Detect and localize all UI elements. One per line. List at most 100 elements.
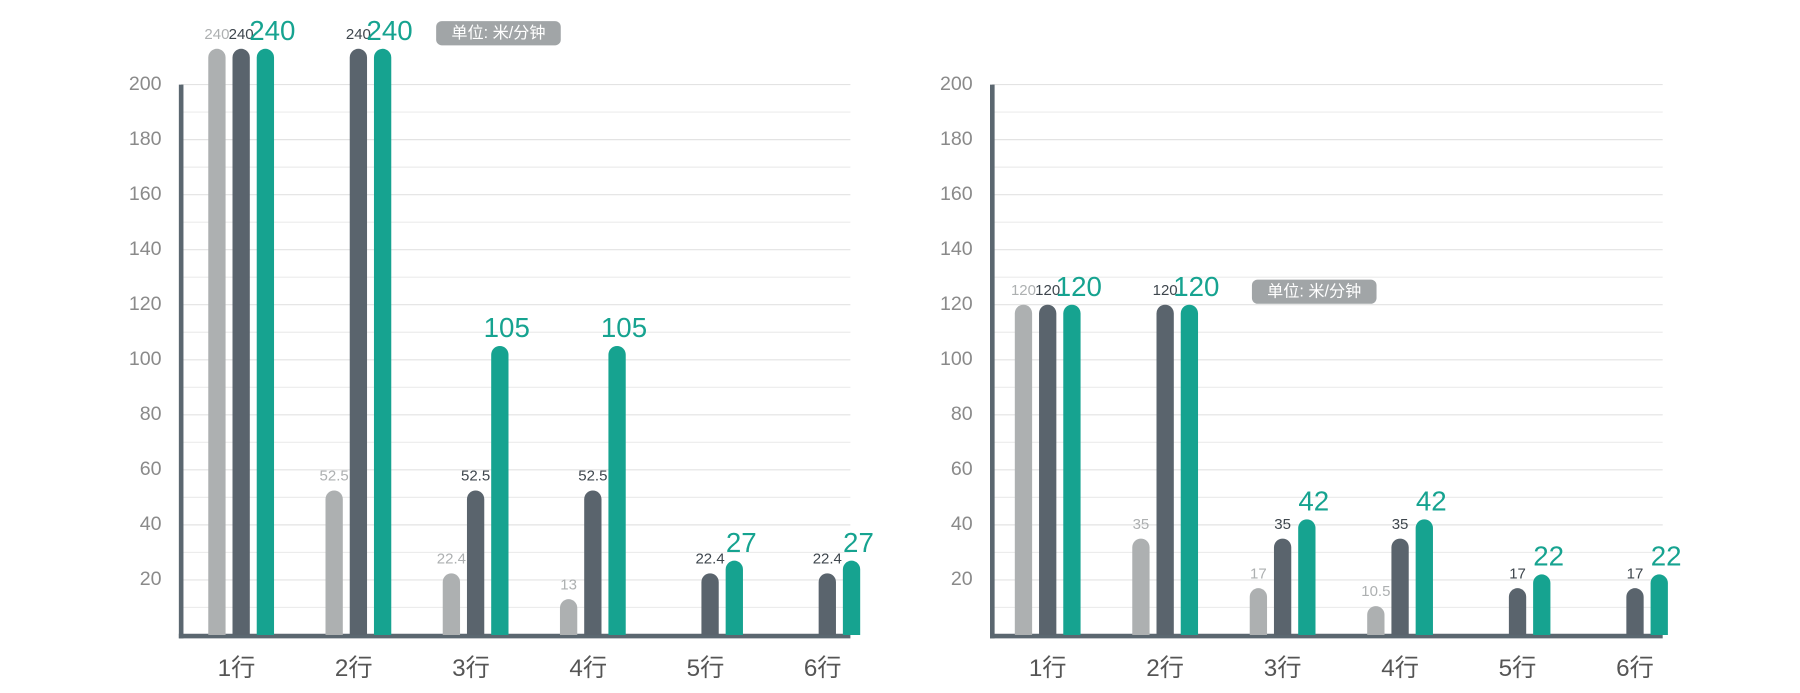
x-tick-label: 3行 (452, 655, 490, 682)
value-label: 17 (1509, 565, 1526, 582)
bar (1415, 519, 1433, 635)
bar (256, 48, 275, 635)
x-tick-label: 2行 (1146, 655, 1184, 682)
value-label: 120 (1173, 271, 1219, 302)
value-label: 35 (1392, 516, 1409, 533)
bar (491, 346, 509, 635)
bar (1650, 574, 1668, 635)
bar (1391, 538, 1409, 635)
y-tick-label: 160 (129, 183, 162, 205)
bar (208, 48, 226, 635)
y-tick-label: 60 (140, 458, 162, 480)
value-label: 42 (1416, 486, 1447, 517)
value-label: 52.5 (320, 468, 349, 485)
value-label: 120 (1011, 282, 1036, 299)
bar (442, 573, 461, 635)
value-label: 240 (346, 26, 371, 43)
bar (325, 490, 343, 635)
x-tick-label: 4行 (569, 655, 607, 682)
value-label: 42 (1298, 486, 1329, 517)
bar (349, 48, 368, 635)
x-tick-label: 2行 (335, 655, 373, 682)
value-label: 17 (1627, 565, 1644, 582)
value-label: 240 (366, 15, 412, 46)
bar (1063, 304, 1081, 635)
bar (1156, 304, 1174, 635)
x-tick-label: 3行 (1264, 655, 1302, 682)
unit-badge (436, 21, 561, 46)
bar (1626, 588, 1644, 635)
value-label: 13 (560, 576, 577, 593)
value-label: 22.4 (695, 550, 724, 567)
unit-badge (1251, 279, 1377, 304)
y-tick-label: 140 (129, 238, 162, 260)
value-label: 22 (1651, 541, 1682, 572)
y-tick-label: 60 (951, 458, 973, 480)
x-tick-label: 5行 (687, 655, 725, 682)
bar (232, 48, 250, 635)
bar (1298, 519, 1316, 635)
value-label: 105 (601, 312, 647, 343)
y-tick-label: 20 (140, 568, 162, 590)
value-label: 52.5 (461, 468, 490, 485)
value-label: 17 (1250, 565, 1267, 582)
bar (1533, 574, 1551, 635)
bar (1367, 606, 1385, 635)
bar (1508, 588, 1527, 635)
bar (1180, 304, 1199, 635)
bar (584, 490, 602, 635)
value-label: 22.4 (813, 550, 842, 567)
x-tick-label: 1行 (1029, 655, 1067, 682)
value-label: 35 (1274, 516, 1291, 533)
y-tick-label: 200 (940, 73, 973, 95)
value-label: 240 (229, 26, 254, 43)
value-label: 120 (1056, 271, 1102, 302)
value-label: 22 (1533, 541, 1564, 572)
bar (818, 573, 836, 635)
y-tick-label: 180 (129, 128, 162, 150)
unit-annotation: 单位: 米/分钟 (1267, 283, 1361, 301)
y-tick-label: 100 (940, 348, 973, 370)
x-tick-label: 1行 (218, 655, 256, 682)
bar (373, 48, 392, 635)
y-tick-label: 180 (940, 128, 973, 150)
y-tick-label: 40 (951, 513, 973, 535)
bar (1039, 304, 1057, 635)
bar (842, 560, 861, 635)
bar (608, 346, 626, 635)
value-label: 120 (1153, 282, 1178, 299)
y-tick-label: 140 (940, 238, 973, 260)
value-label: 27 (726, 527, 757, 558)
bar (701, 573, 719, 635)
y-tick-label: 80 (951, 403, 973, 425)
x-tick-label: 5行 (1499, 655, 1537, 682)
y-tick-label: 80 (140, 403, 162, 425)
value-label: 52.5 (578, 468, 607, 485)
bar (466, 490, 485, 635)
x-tick-label: 4行 (1381, 655, 1419, 682)
y-tick-label: 100 (129, 348, 162, 370)
value-label: 120 (1035, 282, 1060, 299)
value-label: 27 (843, 527, 874, 558)
x-tick-label: 6行 (804, 655, 842, 682)
bar (1273, 538, 1292, 635)
x-tick-label: 6行 (1616, 655, 1654, 682)
y-tick-label: 20 (951, 568, 973, 590)
value-label: 35 (1133, 516, 1150, 533)
value-label: 240 (204, 26, 229, 43)
value-label: 105 (484, 312, 530, 343)
value-label: 22.4 (437, 550, 466, 567)
bar (559, 599, 578, 635)
value-label: 240 (249, 15, 295, 46)
y-tick-label: 160 (940, 183, 973, 205)
bar (1249, 588, 1268, 635)
y-tick-label: 40 (140, 513, 162, 535)
bar (1132, 538, 1150, 635)
y-tick-label: 200 (129, 73, 162, 95)
y-tick-label: 120 (129, 293, 162, 315)
unit-annotation: 单位: 米/分钟 (451, 24, 545, 42)
y-tick-label: 120 (940, 293, 973, 315)
bar (725, 560, 743, 635)
